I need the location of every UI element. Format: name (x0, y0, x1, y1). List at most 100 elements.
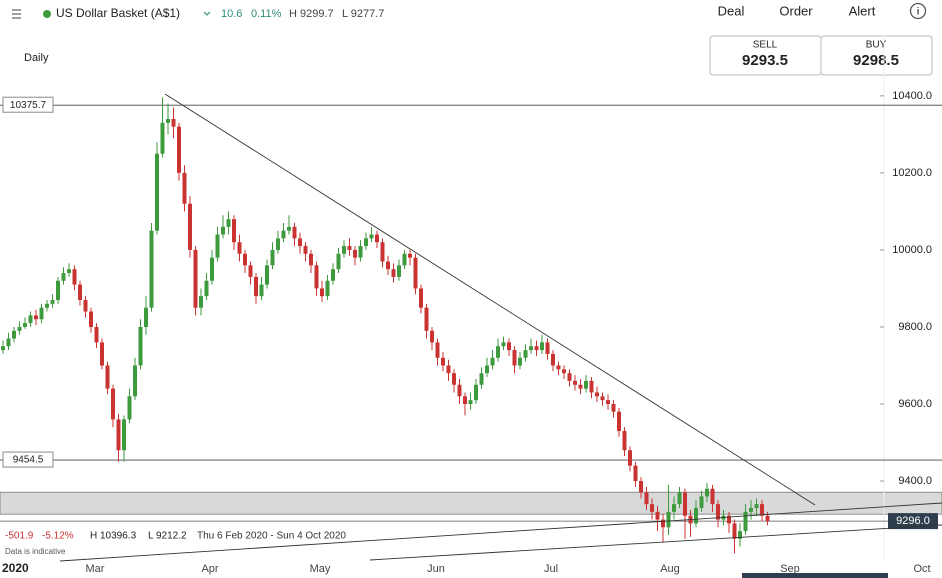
candle-body (452, 373, 456, 385)
candle-body (287, 226, 291, 231)
candle-body (633, 465, 638, 482)
x-tick-label: Apr (201, 563, 218, 575)
candle-body (89, 311, 93, 327)
y-tick-label: 10200.0 (892, 167, 932, 179)
candle-body (727, 515, 731, 524)
candle-body (177, 126, 181, 173)
buy-button[interactable] (820, 35, 933, 76)
candle-body (523, 350, 528, 358)
stat-range: Thu 6 Feb 2020 - Sun 4 Oct 2020 (197, 531, 346, 542)
candle-body (111, 388, 115, 420)
candle-body (50, 300, 55, 304)
level-label: 10375.7 (10, 100, 47, 111)
chart: 10400.0 10200.0 10000.0 9800.0 9600.0 9400.0 1… (0, 35, 942, 575)
candle-body (765, 515, 770, 522)
candle-body (628, 450, 632, 466)
candle-body (567, 373, 572, 381)
deal-button[interactable]: Deal (718, 3, 745, 18)
candle-body (182, 172, 187, 204)
candle-body (732, 523, 737, 539)
candle-body (243, 253, 247, 266)
candle-body (562, 369, 566, 374)
candle-body (375, 234, 379, 243)
candle-body (419, 288, 423, 308)
y-tick-label: 9400.0 (898, 475, 932, 487)
candle-body (45, 303, 49, 308)
candle-body (573, 380, 577, 385)
candle-body (600, 396, 605, 401)
trend-line (59, 502, 942, 562)
candle-body (342, 246, 346, 254)
status-dot (43, 10, 51, 18)
candle-body (171, 118, 176, 127)
level-box (2, 96, 54, 113)
scroll-bar[interactable] (742, 573, 888, 578)
alert-button[interactable]: Alert (849, 3, 876, 18)
candle-body (127, 396, 132, 420)
candle-body (281, 230, 286, 239)
symbol[interactable]: US Dollar Basket (A$1) (56, 6, 180, 20)
candle-body (380, 242, 385, 262)
candle-body (204, 280, 209, 297)
candle-body (23, 323, 27, 327)
candle-body (468, 400, 473, 405)
candle-body (622, 430, 627, 451)
sell-label: SELL (753, 40, 778, 51)
candle-body (749, 508, 753, 512)
candle-body (760, 504, 764, 516)
candle-body (391, 269, 396, 277)
trend-line (164, 93, 816, 506)
candle-body (413, 257, 418, 289)
candle-body (474, 384, 478, 401)
candle-body (270, 249, 275, 266)
info-icon[interactable] (909, 2, 927, 20)
candle-body (160, 122, 165, 154)
candle-body (144, 307, 148, 327)
candle-body (193, 249, 198, 308)
candle-body (485, 365, 489, 374)
candle-body (584, 380, 588, 389)
candle-body (666, 511, 671, 528)
candle-body (397, 265, 401, 277)
x-tick-label: Oct (913, 563, 930, 575)
menu-icon[interactable] (12, 9, 21, 19)
candle-body (78, 284, 82, 301)
candle-body (408, 253, 412, 258)
x-tick-label: Sep (780, 563, 800, 575)
candle-body (606, 400, 610, 405)
candle-body (655, 511, 660, 520)
candle-body (479, 373, 484, 385)
candle-body (215, 234, 220, 258)
candle-body (578, 384, 583, 389)
candle-body (463, 396, 467, 405)
interval[interactable]: Daily (24, 52, 49, 64)
candle-body (364, 238, 368, 247)
candle-body (611, 404, 616, 412)
day-high: H 9299.7 (289, 8, 334, 20)
candle-body (435, 342, 440, 358)
level-label: 9454.5 (13, 455, 44, 466)
candle-body (232, 219, 236, 243)
quote-box: SELL 9293.5 BUY 9298.5 (709, 35, 933, 76)
order-button[interactable]: Order (779, 3, 813, 18)
candle-body (617, 411, 621, 431)
candle-body (155, 153, 159, 231)
candle-body (199, 296, 203, 308)
note: Data is indicative (5, 547, 66, 556)
current-price-box (888, 513, 938, 530)
candle-body (265, 265, 269, 285)
candle-body (133, 365, 137, 397)
candle-body (149, 230, 154, 308)
candle-body (710, 488, 715, 505)
candle-body (237, 242, 242, 254)
candle-body (61, 273, 66, 281)
candle-body (320, 288, 324, 297)
candle-body (556, 365, 561, 370)
candle-body (551, 353, 555, 366)
candle-body (457, 384, 462, 397)
candle-body (210, 257, 214, 281)
candle-body (331, 269, 335, 281)
candle-body (116, 419, 121, 451)
